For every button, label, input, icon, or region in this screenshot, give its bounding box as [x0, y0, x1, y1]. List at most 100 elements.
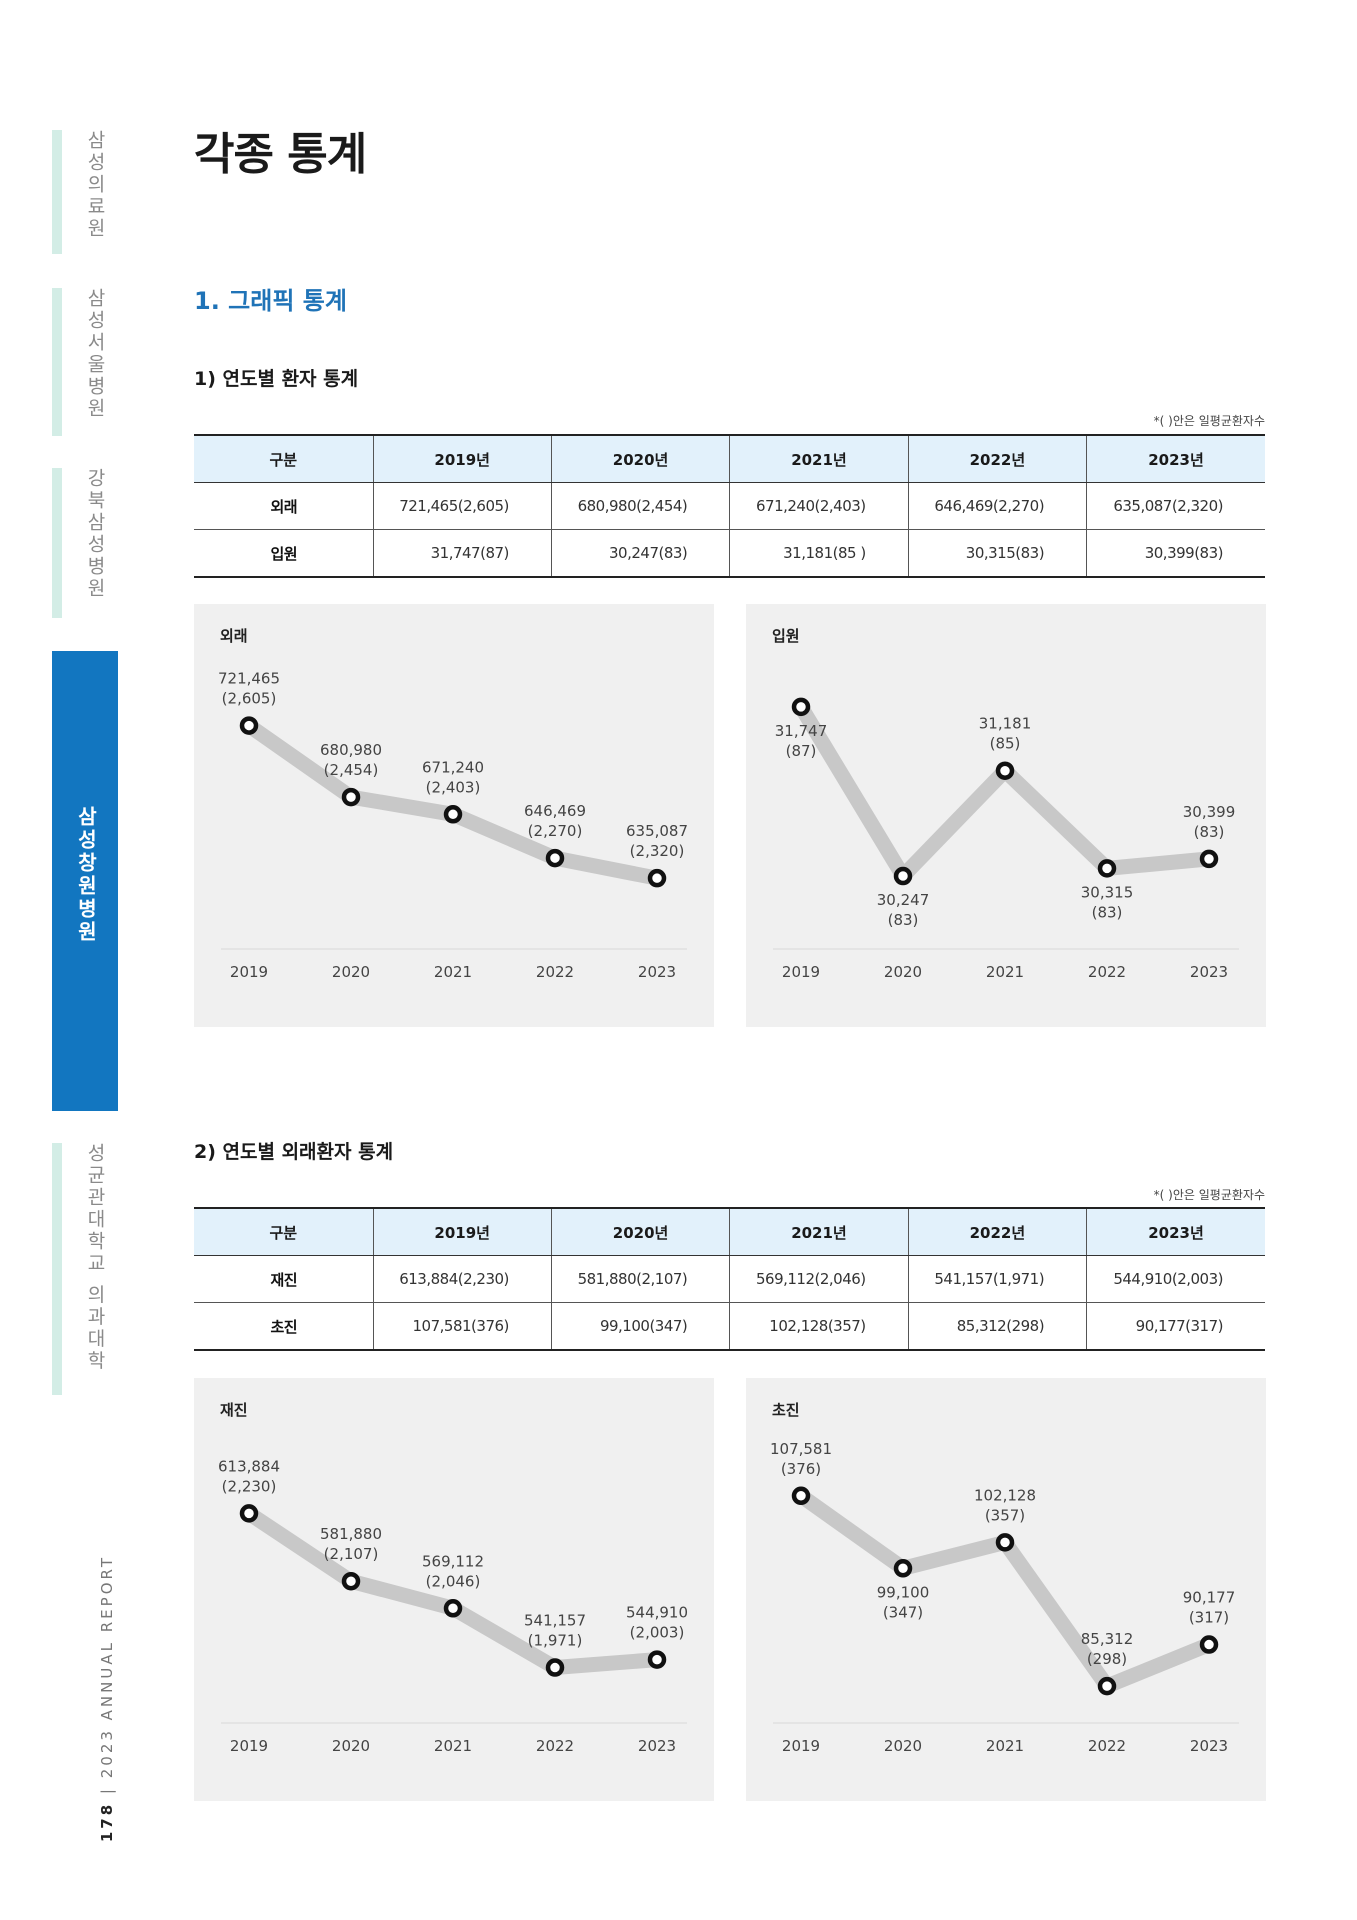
side-navigation: 삼성의료원 삼성서울병원 강북삼성병원 삼성창원병원 성균관대학교 의과대학 1…: [0, 0, 140, 1920]
data-label-daily: (376): [781, 1460, 821, 1478]
table-cell: 30,399(83): [1086, 529, 1265, 578]
data-point: [791, 697, 811, 717]
nav-item-label: 강북삼성병원: [84, 468, 106, 600]
data-label: 102,128: [974, 1486, 1036, 1504]
x-tick-label: 2020: [884, 963, 922, 981]
x-tick-label: 2023: [1190, 1737, 1228, 1755]
data-point: [1097, 859, 1117, 878]
table-cell: 90,177(317): [1086, 1302, 1265, 1351]
table-cell: 646,469(2,270): [908, 482, 1088, 530]
data-point: [995, 1533, 1015, 1552]
x-tick-label: 2020: [332, 1737, 370, 1755]
data-label-daily: (2,003): [630, 1624, 685, 1642]
column-header: 2021년: [729, 1207, 909, 1256]
column-header: 2019년: [373, 434, 552, 483]
nav-indicator: [52, 1143, 62, 1395]
nav-item-samsung-changwon-hospital[interactable]: 삼성창원병원: [52, 651, 118, 1111]
data-label-daily: (347): [883, 1603, 923, 1621]
table-row: 재진 613,884(2,230) 581,880(2,107) 569,112…: [194, 1255, 1265, 1303]
nav-indicator: [52, 288, 62, 436]
table-cell: 671,240(2,403): [729, 482, 909, 530]
page-footer: 178 | 2023 ANNUAL REPORT: [98, 1555, 116, 1843]
data-label: 107,581: [770, 1440, 832, 1458]
data-label: 569,112: [422, 1552, 484, 1570]
data-point: [341, 1571, 361, 1591]
nav-item-samsung-seoul-hospital[interactable]: 삼성서울병원: [52, 288, 118, 436]
table-cell: 581,880(2,107): [551, 1255, 731, 1303]
data-point: [647, 868, 667, 888]
chart-panel-revisit: 재진 613,884 (2,230) 2019 581,880 (2,107) 2020 56…: [194, 1378, 714, 1801]
data-label-daily: (2,270): [528, 822, 583, 840]
data-label: 30,399: [1183, 803, 1236, 821]
x-tick-label: 2022: [1088, 1737, 1126, 1755]
x-tick-label: 2019: [782, 963, 820, 981]
nav-item-label: 삼성의료원: [84, 130, 106, 240]
subsection-title-patient-stats: 1) 연도별 환자 통계: [194, 368, 359, 390]
chart-panel-first-visit: 초진 107,581 (376) 2019 99,100 (347) 2020 102,128…: [746, 1378, 1266, 1801]
data-label: 671,240: [422, 758, 484, 776]
outpatient-stats-table: 구분 2019년 2020년 2021년 2022년 2023년 재진 613,…: [194, 1207, 1265, 1351]
data-point: [239, 716, 259, 735]
table-cell: 31,747(87): [373, 529, 552, 578]
x-tick-label: 2021: [986, 1737, 1024, 1755]
data-point: [341, 787, 361, 807]
table-row: 외래 721,465(2,605) 680,980(2,454) 671,240…: [194, 482, 1265, 530]
column-header: 2021년: [729, 434, 909, 483]
table-row: 입원 31,747(87) 30,247(83) 31,181(85 ) 30,…: [194, 529, 1265, 578]
data-label: 99,100: [877, 1583, 930, 1601]
data-label-daily: (2,403): [426, 778, 481, 796]
line-chart-outpatient: 외래 721,465 (2,605) 2019 680,980 (2,454) 2020 67…: [218, 627, 688, 981]
x-tick-label: 2021: [986, 963, 1024, 981]
data-label-daily: (1,971): [528, 1632, 583, 1650]
x-tick-label: 2021: [434, 1737, 472, 1755]
data-point: [791, 1486, 811, 1506]
nav-item-label: 삼성창원병원: [74, 806, 98, 944]
table-cell: 107,581(376): [373, 1302, 552, 1351]
series-line: [241, 718, 665, 886]
data-label: 581,880: [320, 1525, 382, 1543]
nav-item-kangbuk-samsung-hospital[interactable]: 강북삼성병원: [52, 468, 118, 618]
data-label: 31,181: [979, 715, 1032, 733]
data-label-daily: (2,605): [222, 690, 277, 708]
nav-item-samsung-medical-center[interactable]: 삼성의료원: [52, 130, 118, 254]
subsection-title-outpatient-stats: 2) 연도별 외래환자 통계: [194, 1141, 394, 1163]
chart-title: 초진: [772, 1401, 800, 1419]
nav-item-skku-medicine[interactable]: 성균관대학교 의과대학: [52, 1143, 118, 1395]
x-tick-label: 2019: [230, 1737, 268, 1755]
data-label: 613,884: [218, 1457, 280, 1475]
row-header: 초진: [194, 1302, 374, 1351]
table-header-row: 구분 2019년 2020년 2021년 2022년 2023년: [194, 434, 1265, 483]
series-line: [241, 1505, 665, 1675]
data-point: [893, 866, 913, 886]
data-label: 646,469: [524, 802, 586, 820]
data-label: 85,312: [1081, 1630, 1134, 1648]
column-header: 구분: [194, 1207, 374, 1256]
chart-title: 입원: [772, 627, 800, 645]
column-header: 구분: [194, 434, 374, 483]
x-tick-label: 2022: [1088, 963, 1126, 981]
section-title: 1. 그래픽 통계: [194, 287, 347, 315]
data-label: 541,157: [524, 1612, 586, 1630]
data-label-daily: (2,107): [324, 1545, 379, 1563]
table-cell: 721,465(2,605): [373, 482, 552, 530]
x-tick-label: 2020: [884, 1737, 922, 1755]
table-cell: 99,100(347): [551, 1302, 731, 1351]
row-header: 외래: [194, 482, 374, 530]
data-point: [893, 1559, 913, 1578]
line-chart-inpatient: 입원 31,747 (87) 2019 30,247 (83) 2020 31,181 (85)…: [772, 627, 1239, 981]
x-tick-label: 2019: [782, 1737, 820, 1755]
line-chart-revisit: 재진 613,884 (2,230) 2019 581,880 (2,107) 2020 56…: [218, 1401, 688, 1755]
chart-title: 외래: [220, 627, 248, 645]
column-header: 2022년: [908, 1207, 1088, 1256]
x-tick-label: 2023: [1190, 963, 1228, 981]
data-point: [1199, 1635, 1219, 1654]
patient-stats-table: 구분 2019년 2020년 2021년 2022년 2023년 외래 721,…: [194, 434, 1265, 578]
data-point: [443, 805, 463, 824]
data-label-daily: (2,320): [630, 842, 685, 860]
x-tick-label: 2020: [332, 963, 370, 981]
data-label: 31,747: [775, 722, 828, 740]
data-label-daily: (87): [786, 742, 817, 760]
table-note: *( )안은 일평균환자수: [1153, 1188, 1265, 1202]
x-tick-label: 2019: [230, 963, 268, 981]
data-point: [545, 1658, 565, 1677]
